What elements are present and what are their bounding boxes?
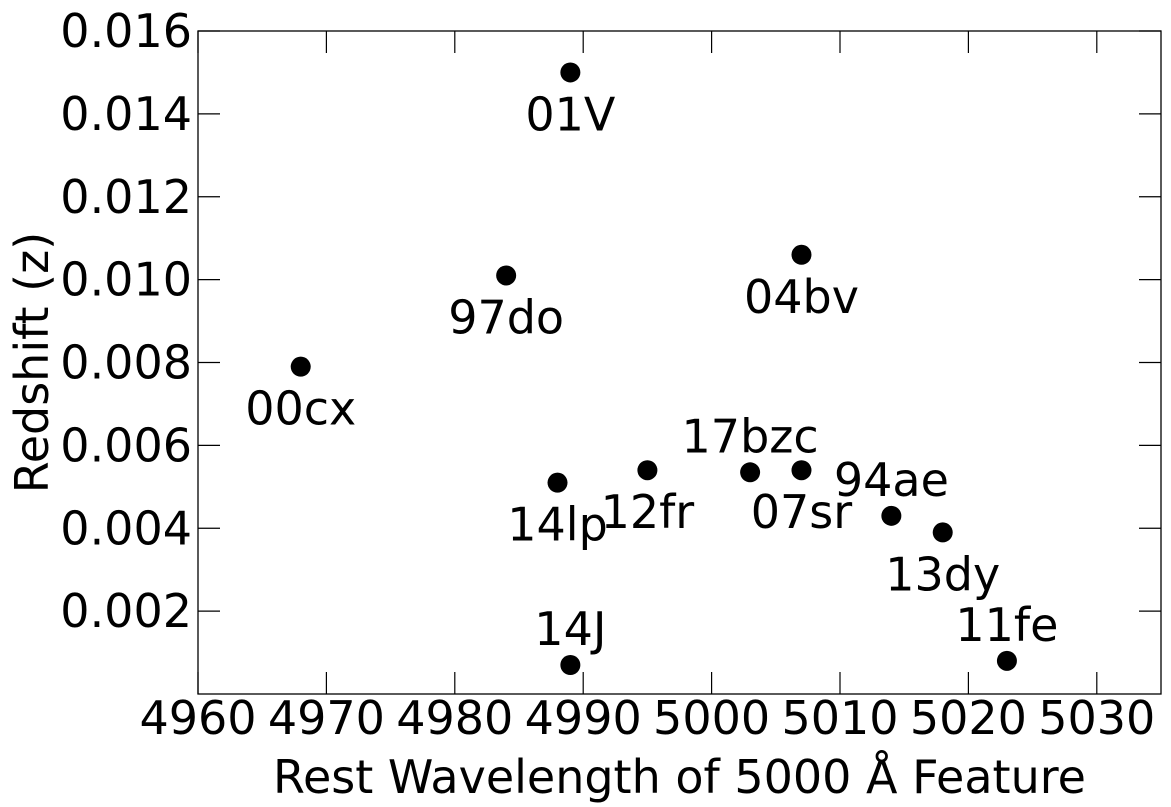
y-tick-label: 0.004 xyxy=(60,501,192,555)
data-point-07sr xyxy=(791,460,812,481)
x-tick-label: 4960 xyxy=(139,691,256,745)
data-point-17bzc xyxy=(740,462,761,483)
data-point-13dy xyxy=(932,522,953,543)
point-label-11fe: 11fe xyxy=(955,598,1058,652)
data-point-04bv xyxy=(791,244,812,265)
data-point-11fe xyxy=(996,650,1017,671)
data-point-97do xyxy=(496,265,517,286)
y-tick-label: 0.008 xyxy=(60,336,192,390)
y-tick-label: 0.014 xyxy=(60,87,192,141)
point-label-13dy: 13dy xyxy=(885,547,1000,601)
data-point-12fr xyxy=(637,460,658,481)
point-label-00cx: 00cx xyxy=(245,382,356,436)
data-point-00cx xyxy=(290,356,311,377)
point-label-94ae: 94ae xyxy=(834,453,949,507)
x-tick-label: 5030 xyxy=(1038,691,1155,745)
x-tick-label: 5020 xyxy=(910,691,1027,745)
x-tick-labels: 4960 4970 4980 4990 5000 5010 5020 5030 xyxy=(139,691,1155,745)
point-label-97do: 97do xyxy=(448,290,564,344)
point-label-14J: 14J xyxy=(534,602,606,656)
point-label-07sr: 07sr xyxy=(751,485,852,539)
point-label-01V: 01V xyxy=(525,87,616,141)
point-label-14lp: 14lp xyxy=(507,498,608,552)
ticks xyxy=(197,30,1161,694)
x-tick-label: 5010 xyxy=(781,691,898,745)
point-label-12fr: 12fr xyxy=(601,485,695,539)
data-point-14J xyxy=(560,654,581,675)
plot-frame xyxy=(197,30,1162,695)
x-tick-label: 4990 xyxy=(525,691,642,745)
x-tick-label: 4980 xyxy=(396,691,513,745)
data-points xyxy=(290,62,1017,675)
point-label-17bzc: 17bzc xyxy=(682,409,819,463)
y-tick-label: 0.012 xyxy=(60,170,192,224)
y-tick-label: 0.006 xyxy=(60,418,192,472)
x-tick-label: 5000 xyxy=(653,691,770,745)
x-axis-title: Rest Wavelength of 5000 Å Feature xyxy=(273,750,1086,804)
data-point-14lp xyxy=(547,472,568,493)
point-label-04bv: 04bv xyxy=(744,270,859,324)
y-tick-label: 0.010 xyxy=(60,253,192,307)
x-tick-label: 4970 xyxy=(268,691,385,745)
data-point-94ae xyxy=(881,505,902,526)
y-tick-label: 0.002 xyxy=(60,584,192,638)
y-axis-title: Redshift (z) xyxy=(5,232,59,493)
y-tick-labels: 0.002 0.004 0.006 0.008 0.010 0.012 0.014 0.016 xyxy=(60,4,192,638)
y-tick-label: 0.016 xyxy=(60,4,192,58)
data-point-01V xyxy=(560,62,581,83)
